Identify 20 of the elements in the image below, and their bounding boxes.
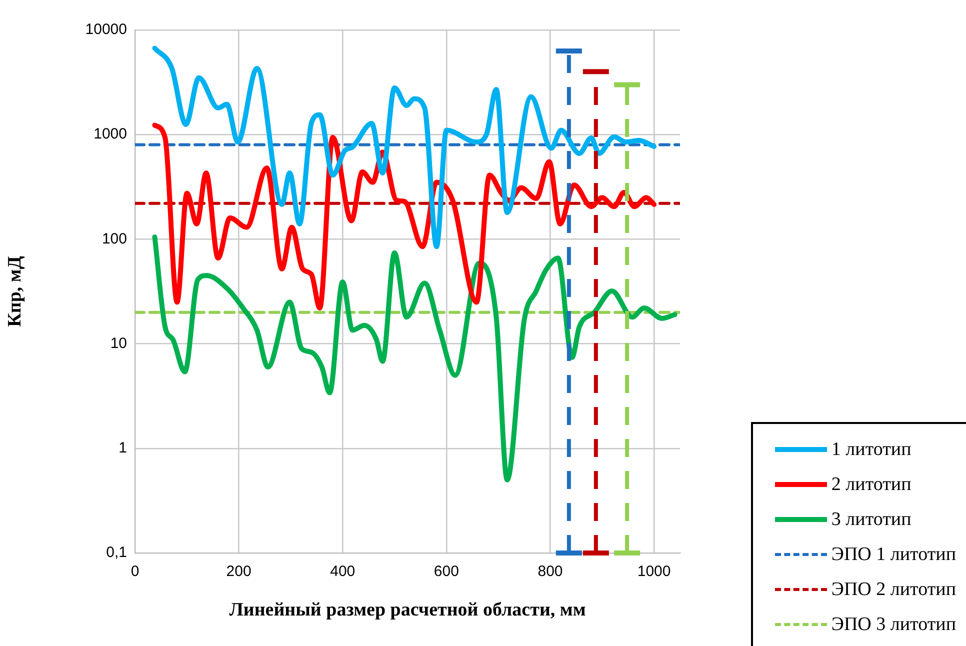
x-tick-label: 0 — [130, 563, 140, 580]
x-tick-label: 200 — [226, 563, 252, 580]
x-tick-label: 400 — [330, 563, 356, 580]
y-tick-label: 1 — [118, 440, 127, 457]
y-tick-label: 10000 — [85, 21, 127, 38]
legend-label: 1 литотип — [831, 438, 912, 460]
x-tick-label: 800 — [538, 563, 563, 580]
legend-label: 3 литотип — [831, 508, 912, 530]
x-tick-label: 1000 — [637, 563, 671, 580]
y-tick-label: 0,1 — [106, 544, 127, 562]
x-axis-title: Линейный размер расчетной области, мм — [229, 600, 586, 621]
y-tick-label: 100 — [102, 230, 127, 248]
legend-label: 2 литотип — [831, 474, 912, 496]
y-tick-label: 10 — [110, 334, 127, 352]
legend-label: ЭПО 3 литотип — [831, 614, 956, 636]
legend-label: ЭПО 1 литотип — [831, 544, 956, 566]
y-tick-label: 1000 — [94, 126, 127, 143]
x-tick-label: 600 — [434, 563, 459, 580]
legend-label: ЭПО 2 литотип — [831, 578, 956, 600]
y-axis-title: Кпр, мД — [4, 256, 26, 327]
